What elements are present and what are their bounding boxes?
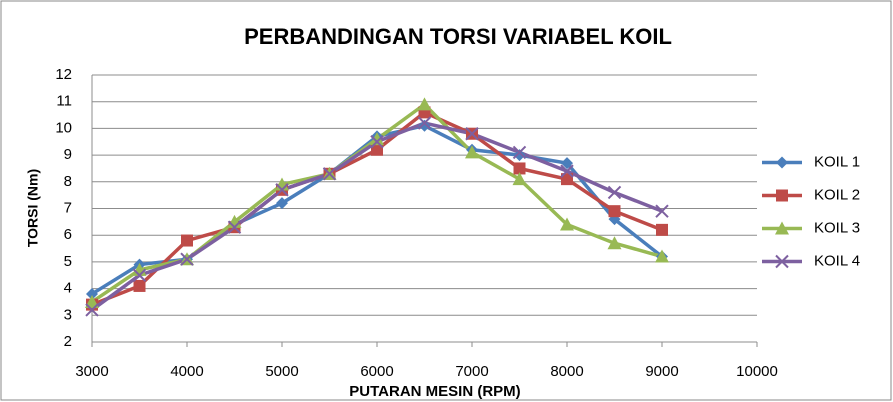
data-point — [656, 223, 668, 236]
x-tick-label: 6000 — [360, 363, 393, 380]
x-tick-label: 4000 — [170, 363, 203, 380]
data-point — [180, 252, 194, 266]
x-axis-label: PUTARAN MESIN (RPM) — [349, 383, 520, 400]
data-point — [607, 185, 622, 200]
data-point — [85, 294, 99, 308]
y-tick-label: 4 — [64, 280, 72, 297]
data-point — [275, 183, 289, 197]
data-point — [512, 172, 527, 186]
legend-label: KOIL 2 — [814, 186, 860, 203]
data-point — [417, 97, 432, 111]
y-axis-label: TORSI (Nm) — [25, 169, 41, 247]
legend-marker — [775, 254, 789, 269]
x-tick-label: 7000 — [455, 363, 488, 380]
x-tick-label: 3000 — [75, 363, 108, 380]
data-point — [370, 135, 384, 149]
data-point — [512, 145, 527, 160]
x-tick-label: 9000 — [645, 363, 678, 380]
x-tick-label: 8000 — [550, 363, 583, 380]
data-point — [607, 236, 622, 250]
x-tick-label: 10000 — [736, 363, 778, 380]
data-point — [513, 162, 526, 175]
data-point — [133, 279, 146, 292]
legend-marker — [776, 156, 788, 169]
data-point — [86, 287, 98, 300]
data-point — [371, 143, 383, 156]
y-tick-label: 6 — [64, 226, 72, 243]
y-tick-label: 10 — [55, 119, 72, 136]
data-point — [322, 167, 337, 181]
y-tick-label: 9 — [64, 146, 72, 163]
legend-marker — [776, 189, 788, 202]
legend-label: KOIL 4 — [814, 252, 860, 269]
data-point — [608, 205, 621, 218]
data-point — [132, 268, 147, 282]
data-point — [560, 217, 574, 231]
y-tick-label: 7 — [64, 199, 72, 216]
y-tick-label: 8 — [64, 173, 72, 190]
data-point — [560, 164, 574, 178]
data-point — [513, 149, 526, 162]
data-point — [417, 116, 432, 130]
data-point — [418, 119, 431, 132]
data-point — [370, 132, 384, 146]
y-tick-label: 2 — [64, 333, 72, 350]
y-tick-label: 12 — [55, 66, 72, 83]
data-point — [561, 157, 573, 170]
y-tick-label: 11 — [56, 93, 72, 110]
y-tick-label: 3 — [64, 306, 72, 323]
data-point — [655, 249, 669, 263]
y-tick-label: 5 — [64, 253, 72, 270]
data-point — [561, 173, 573, 186]
data-point — [85, 303, 99, 317]
data-point — [227, 220, 242, 234]
data-point — [465, 127, 479, 141]
legend-marker — [775, 221, 789, 235]
x-tick-label: 5000 — [265, 363, 298, 380]
data-point — [465, 145, 479, 159]
chart-title: PERBANDINGAN TORSI VARIABEL KOIL — [244, 24, 672, 49]
data-point — [655, 204, 669, 218]
data-point — [276, 197, 288, 210]
legend-label: KOIL 1 — [814, 153, 860, 170]
legend-label: KOIL 3 — [814, 219, 860, 236]
data-point — [181, 234, 193, 247]
